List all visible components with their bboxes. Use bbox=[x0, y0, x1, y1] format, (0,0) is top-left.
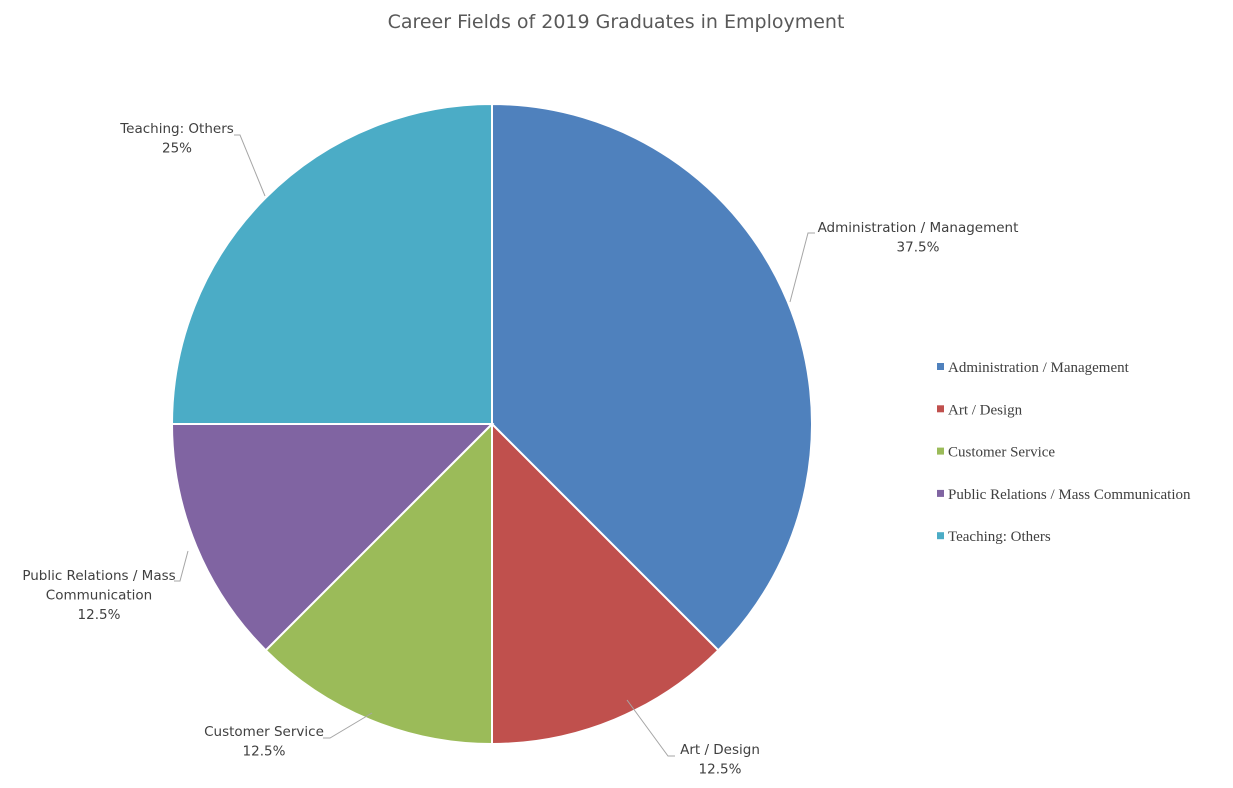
legend-label: Customer Service bbox=[948, 445, 1055, 461]
legend-label: Art / Design bbox=[948, 402, 1023, 418]
leader-line-art-design bbox=[626, 699, 675, 757]
data-label-administration-management: Administration / Management 37.5% bbox=[818, 220, 1019, 256]
chart-title: Career Fields of 2019 Graduates in Emplo… bbox=[388, 11, 845, 33]
data-label-category: Art / Design bbox=[680, 742, 760, 758]
data-label-category: Teaching: Others bbox=[119, 121, 234, 137]
pie-slice-customer-service bbox=[264, 421, 493, 746]
leader-line-public-relations-mass-communication bbox=[174, 550, 189, 582]
leader-line-administration-management bbox=[789, 232, 815, 303]
legend-label: Administration / Management bbox=[948, 360, 1130, 376]
pie-slice-art-design bbox=[491, 421, 720, 746]
legend-item-art-design: Art / Design bbox=[937, 402, 1023, 418]
legend-item-teaching-others: Teaching: Others bbox=[937, 529, 1051, 545]
pie-slice-administration-management bbox=[491, 102, 813, 652]
data-label-value: 25% bbox=[162, 141, 192, 157]
leader-line-teaching-others bbox=[234, 134, 266, 197]
data-label-public-relations-mass-communication: Public Relations / Mass Communication 12.5… bbox=[22, 568, 175, 623]
legend-label: Public Relations / Mass Communication bbox=[948, 487, 1191, 503]
data-label-value: 12.5% bbox=[243, 744, 286, 760]
data-labels: Administration / Management 37.5% Art / De… bbox=[22, 121, 1018, 778]
pie-slice-public-relations-mass-communication bbox=[170, 423, 495, 652]
data-label-category: Communication bbox=[46, 588, 152, 604]
data-label-art-design: Art / Design 12.5% bbox=[680, 742, 760, 778]
legend-swatch bbox=[937, 405, 944, 413]
legend: Administration / Management Art / Design C… bbox=[937, 360, 1191, 545]
leader-line-customer-service bbox=[323, 712, 373, 739]
data-label-teaching-others: Teaching: Others 25% bbox=[119, 121, 234, 157]
data-label-value: 37.5% bbox=[897, 240, 940, 256]
legend-item-public-relations-mass-communication: Public Relations / Mass Communication bbox=[937, 487, 1191, 503]
legend-swatch bbox=[937, 489, 944, 497]
pie-slices bbox=[170, 102, 813, 746]
legend-item-customer-service: Customer Service bbox=[937, 445, 1055, 461]
data-label-category: Administration / Management bbox=[818, 220, 1019, 236]
pie-slice-teaching-others bbox=[170, 102, 493, 425]
legend-item-administration-management: Administration / Management bbox=[937, 360, 1130, 376]
data-label-value: 12.5% bbox=[78, 607, 121, 623]
legend-label: Teaching: Others bbox=[948, 529, 1051, 545]
leader-lines bbox=[174, 134, 815, 757]
data-label-category: Customer Service bbox=[204, 724, 324, 740]
legend-swatch bbox=[937, 532, 944, 540]
data-label-category: Public Relations / Mass bbox=[22, 568, 175, 584]
legend-swatch bbox=[937, 363, 944, 370]
data-label-value: 12.5% bbox=[699, 762, 742, 778]
data-label-customer-service: Customer Service 12.5% bbox=[204, 724, 324, 760]
legend-swatch bbox=[937, 447, 944, 455]
